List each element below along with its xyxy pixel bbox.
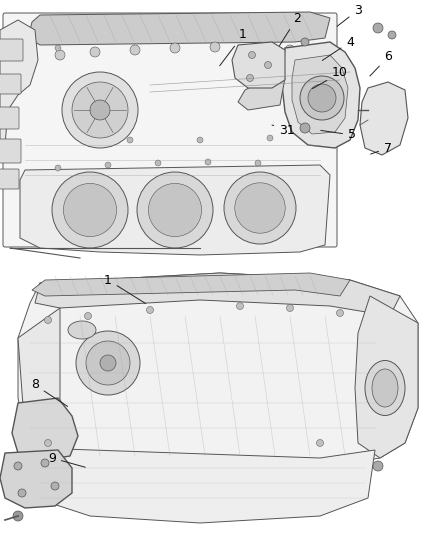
Circle shape [285,45,295,55]
Text: 10: 10 [312,67,348,88]
Circle shape [62,72,138,148]
Text: 9: 9 [48,451,85,467]
Polygon shape [20,165,330,255]
Circle shape [41,459,49,467]
Circle shape [90,100,110,120]
Circle shape [45,440,52,447]
Circle shape [224,172,296,244]
Circle shape [105,162,111,168]
Circle shape [197,137,203,143]
Circle shape [388,31,396,39]
Circle shape [148,183,201,237]
Polygon shape [18,308,60,456]
FancyBboxPatch shape [0,74,21,94]
Ellipse shape [68,321,96,339]
Circle shape [308,84,336,112]
Circle shape [210,42,220,52]
Circle shape [130,45,140,55]
Circle shape [55,50,65,60]
FancyBboxPatch shape [0,139,21,163]
Circle shape [300,123,310,133]
Circle shape [76,331,140,395]
Circle shape [86,341,130,385]
Text: 1: 1 [104,273,146,303]
Circle shape [317,440,324,447]
Circle shape [255,160,261,166]
Polygon shape [355,296,418,458]
Circle shape [155,160,161,166]
Polygon shape [232,42,285,88]
Circle shape [248,52,255,59]
Text: 3: 3 [337,4,362,26]
Circle shape [237,303,244,310]
Circle shape [85,312,92,319]
Ellipse shape [365,360,405,416]
Polygon shape [28,12,330,45]
Polygon shape [238,78,285,110]
Circle shape [170,43,180,53]
Polygon shape [35,273,400,316]
Circle shape [137,172,213,248]
Circle shape [265,61,272,69]
Circle shape [13,511,23,521]
Circle shape [51,482,59,490]
Circle shape [336,310,343,317]
FancyBboxPatch shape [0,107,19,129]
Text: 31: 31 [272,124,295,136]
Polygon shape [0,20,38,160]
FancyBboxPatch shape [3,13,337,247]
Circle shape [127,137,133,143]
Polygon shape [32,273,350,296]
Polygon shape [12,398,78,460]
Circle shape [55,45,61,51]
Circle shape [45,317,52,324]
Text: 2: 2 [279,12,301,46]
Ellipse shape [372,369,398,407]
Circle shape [90,47,100,57]
Text: 4: 4 [322,36,354,60]
Circle shape [64,183,117,237]
Text: 5: 5 [321,128,356,141]
Circle shape [18,489,26,497]
FancyBboxPatch shape [0,39,23,61]
Polygon shape [292,55,348,134]
Circle shape [300,76,344,120]
Polygon shape [18,273,418,473]
Circle shape [247,75,254,82]
Circle shape [72,82,128,138]
Text: 6: 6 [370,51,392,76]
Circle shape [301,38,309,46]
Circle shape [235,183,285,233]
Circle shape [205,159,211,165]
Circle shape [373,461,383,471]
Circle shape [100,355,116,371]
Circle shape [286,304,293,311]
Circle shape [14,462,22,470]
Polygon shape [282,42,360,148]
Text: 1: 1 [220,28,247,66]
Circle shape [55,165,61,171]
Polygon shape [360,82,408,155]
Circle shape [250,43,260,53]
Polygon shape [0,450,72,508]
Polygon shape [28,448,375,523]
Text: 7: 7 [371,141,392,155]
Circle shape [373,23,383,33]
Text: 8: 8 [31,378,68,407]
FancyBboxPatch shape [0,169,19,189]
Circle shape [146,306,153,313]
Circle shape [52,172,128,248]
Circle shape [267,135,273,141]
